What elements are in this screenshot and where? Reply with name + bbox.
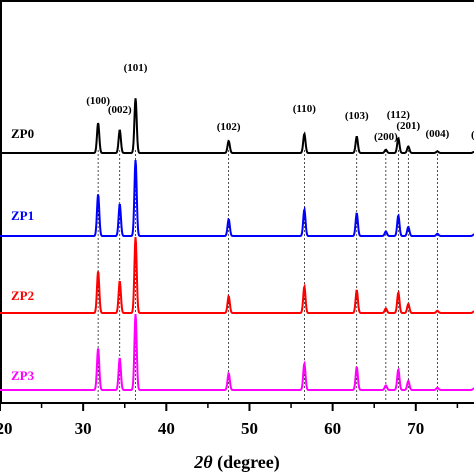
peak-guide-lines <box>97 150 438 403</box>
peak-label: (201) <box>396 120 420 132</box>
x-tick-label: 30 <box>75 419 92 438</box>
peak-label: ( <box>471 129 474 141</box>
peak-label: (004) <box>425 128 449 140</box>
series-lines <box>0 98 474 391</box>
x-tick-label: 50 <box>241 419 258 438</box>
series-label-zp1: ZP1 <box>11 208 34 223</box>
peak-label: (002) <box>108 104 132 116</box>
peak-label: (200) <box>374 131 398 143</box>
series-label-zp3: ZP3 <box>11 368 35 383</box>
x-axis-unit: (degree) <box>213 452 280 473</box>
series-label-zp2: ZP2 <box>11 288 34 303</box>
peak-label: (110) <box>293 103 317 115</box>
peak-label: (103) <box>345 110 369 122</box>
peak-label: (112) <box>387 109 411 121</box>
series-line-zp1 <box>0 160 474 237</box>
series-line-zp0 <box>0 98 474 154</box>
series-labels: ZP0 ZP1 ZP2 ZP3 <box>11 126 35 383</box>
peak-label: (101) <box>124 62 148 74</box>
x-tick-label: 40 <box>158 419 175 438</box>
x-tick-label: 20 <box>0 419 13 438</box>
peak-label: (102) <box>217 121 241 133</box>
series-line-zp2 <box>0 237 474 314</box>
series-line-zp3 <box>0 314 474 391</box>
x-axis: 20 30 40 50 60 70 <box>0 402 474 438</box>
plot-frame <box>0 0 474 403</box>
x-tick-label: 70 <box>407 419 424 438</box>
series-label-zp0: ZP0 <box>11 126 34 141</box>
x-axis-title: 2θ (degree) <box>193 452 279 473</box>
x-axis-symbol: 2θ <box>193 452 213 472</box>
peak-labels: (100)(002) (101) (102) (110) (103) (200) (112)… <box>86 62 474 143</box>
x-tick-label: 60 <box>324 419 341 438</box>
peak-label: (100) <box>86 95 110 107</box>
